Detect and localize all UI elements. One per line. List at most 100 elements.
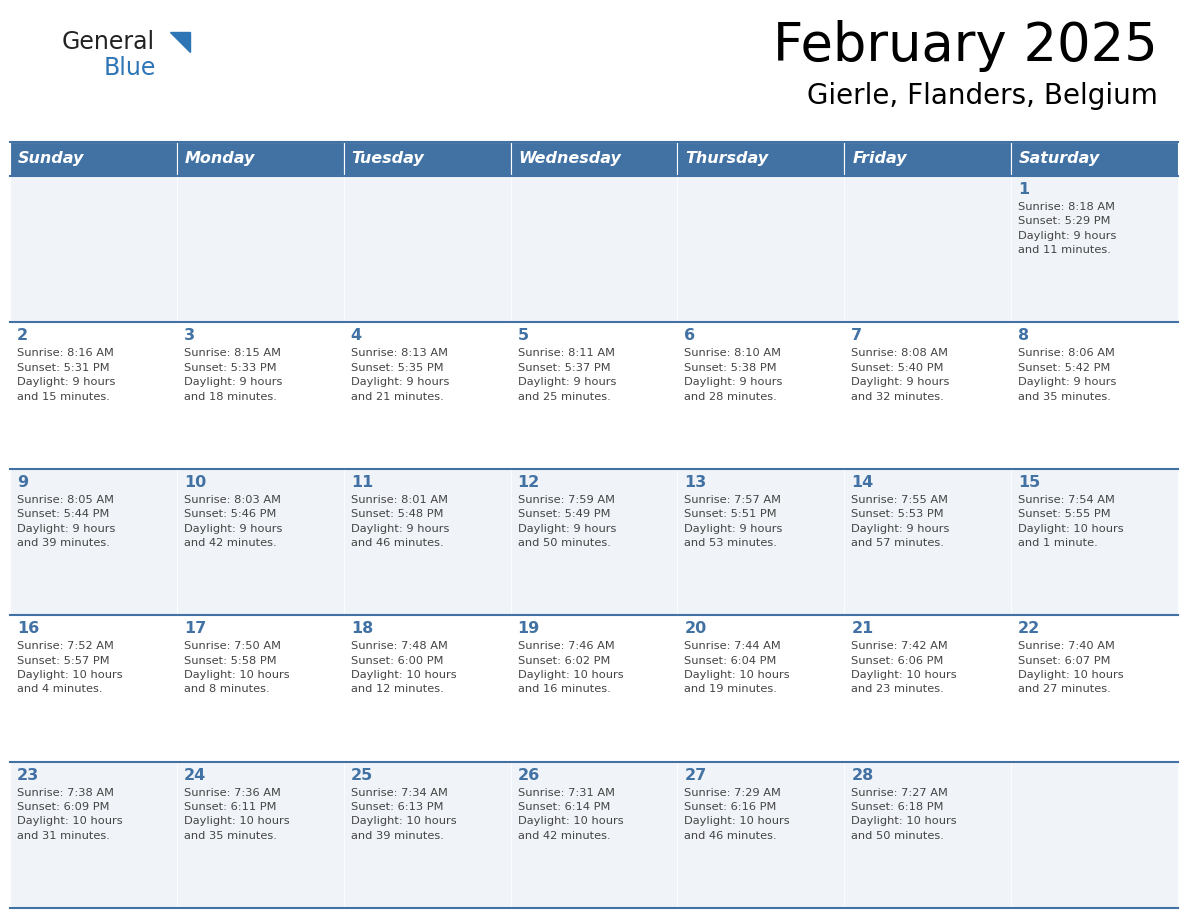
Bar <box>677 142 845 176</box>
Text: Saturday: Saturday <box>1019 151 1100 166</box>
Text: Sunrise: 7:50 AM
Sunset: 5:58 PM
Daylight: 10 hours
and 8 minutes.: Sunrise: 7:50 AM Sunset: 5:58 PM Dayligh… <box>184 641 290 694</box>
Bar <box>1011 176 1178 322</box>
Text: Sunrise: 8:03 AM
Sunset: 5:46 PM
Daylight: 9 hours
and 42 minutes.: Sunrise: 8:03 AM Sunset: 5:46 PM Dayligh… <box>184 495 283 548</box>
Text: Friday: Friday <box>852 151 906 166</box>
Bar <box>10 142 177 176</box>
Text: Sunrise: 8:11 AM
Sunset: 5:37 PM
Daylight: 9 hours
and 25 minutes.: Sunrise: 8:11 AM Sunset: 5:37 PM Dayligh… <box>518 349 615 401</box>
Bar <box>343 142 511 176</box>
Text: 26: 26 <box>518 767 539 783</box>
Bar <box>1011 615 1178 762</box>
Text: Sunrise: 7:55 AM
Sunset: 5:53 PM
Daylight: 9 hours
and 57 minutes.: Sunrise: 7:55 AM Sunset: 5:53 PM Dayligh… <box>852 495 949 548</box>
Bar <box>343 615 511 762</box>
Text: Gierle, Flanders, Belgium: Gierle, Flanders, Belgium <box>807 82 1158 110</box>
Bar <box>845 469 1011 615</box>
Bar <box>177 762 343 908</box>
Text: 16: 16 <box>17 621 39 636</box>
Text: 6: 6 <box>684 329 695 343</box>
Bar <box>10 322 177 469</box>
Text: 7: 7 <box>852 329 862 343</box>
Text: Thursday: Thursday <box>685 151 769 166</box>
Text: General: General <box>62 30 156 54</box>
Bar <box>511 176 677 322</box>
Text: Sunrise: 8:18 AM
Sunset: 5:29 PM
Daylight: 9 hours
and 11 minutes.: Sunrise: 8:18 AM Sunset: 5:29 PM Dayligh… <box>1018 202 1117 255</box>
Text: 11: 11 <box>350 475 373 490</box>
Bar <box>1011 142 1178 176</box>
Bar <box>177 469 343 615</box>
Text: Sunrise: 7:44 AM
Sunset: 6:04 PM
Daylight: 10 hours
and 19 minutes.: Sunrise: 7:44 AM Sunset: 6:04 PM Dayligh… <box>684 641 790 694</box>
Text: Sunrise: 8:05 AM
Sunset: 5:44 PM
Daylight: 9 hours
and 39 minutes.: Sunrise: 8:05 AM Sunset: 5:44 PM Dayligh… <box>17 495 115 548</box>
Bar <box>845 176 1011 322</box>
Text: Sunrise: 7:34 AM
Sunset: 6:13 PM
Daylight: 10 hours
and 39 minutes.: Sunrise: 7:34 AM Sunset: 6:13 PM Dayligh… <box>350 788 456 841</box>
Bar <box>1011 469 1178 615</box>
Text: Sunrise: 7:57 AM
Sunset: 5:51 PM
Daylight: 9 hours
and 53 minutes.: Sunrise: 7:57 AM Sunset: 5:51 PM Dayligh… <box>684 495 783 548</box>
Text: 18: 18 <box>350 621 373 636</box>
Text: 22: 22 <box>1018 621 1041 636</box>
Text: 13: 13 <box>684 475 707 490</box>
Bar <box>677 176 845 322</box>
Text: 3: 3 <box>184 329 195 343</box>
Text: 21: 21 <box>852 621 873 636</box>
Text: 28: 28 <box>852 767 873 783</box>
Bar <box>511 322 677 469</box>
Text: Sunrise: 7:40 AM
Sunset: 6:07 PM
Daylight: 10 hours
and 27 minutes.: Sunrise: 7:40 AM Sunset: 6:07 PM Dayligh… <box>1018 641 1124 694</box>
Text: Sunrise: 7:59 AM
Sunset: 5:49 PM
Daylight: 9 hours
and 50 minutes.: Sunrise: 7:59 AM Sunset: 5:49 PM Dayligh… <box>518 495 615 548</box>
Bar <box>845 762 1011 908</box>
Text: 27: 27 <box>684 767 707 783</box>
Bar <box>511 469 677 615</box>
Text: Sunrise: 7:31 AM
Sunset: 6:14 PM
Daylight: 10 hours
and 42 minutes.: Sunrise: 7:31 AM Sunset: 6:14 PM Dayligh… <box>518 788 624 841</box>
Text: Sunrise: 8:13 AM
Sunset: 5:35 PM
Daylight: 9 hours
and 21 minutes.: Sunrise: 8:13 AM Sunset: 5:35 PM Dayligh… <box>350 349 449 401</box>
Text: Sunrise: 8:10 AM
Sunset: 5:38 PM
Daylight: 9 hours
and 28 minutes.: Sunrise: 8:10 AM Sunset: 5:38 PM Dayligh… <box>684 349 783 401</box>
Text: 14: 14 <box>852 475 873 490</box>
Bar <box>511 615 677 762</box>
Bar <box>845 322 1011 469</box>
Text: Sunrise: 8:15 AM
Sunset: 5:33 PM
Daylight: 9 hours
and 18 minutes.: Sunrise: 8:15 AM Sunset: 5:33 PM Dayligh… <box>184 349 283 401</box>
Text: 9: 9 <box>17 475 29 490</box>
Bar <box>1011 762 1178 908</box>
Bar <box>10 615 177 762</box>
Text: Sunrise: 7:36 AM
Sunset: 6:11 PM
Daylight: 10 hours
and 35 minutes.: Sunrise: 7:36 AM Sunset: 6:11 PM Dayligh… <box>184 788 290 841</box>
Bar <box>343 469 511 615</box>
Text: Sunrise: 8:08 AM
Sunset: 5:40 PM
Daylight: 9 hours
and 32 minutes.: Sunrise: 8:08 AM Sunset: 5:40 PM Dayligh… <box>852 349 949 401</box>
Text: February 2025: February 2025 <box>773 20 1158 72</box>
Bar <box>10 176 177 322</box>
Text: Monday: Monday <box>185 151 255 166</box>
Text: 23: 23 <box>17 767 39 783</box>
Bar <box>1011 322 1178 469</box>
Text: Sunrise: 8:06 AM
Sunset: 5:42 PM
Daylight: 9 hours
and 35 minutes.: Sunrise: 8:06 AM Sunset: 5:42 PM Dayligh… <box>1018 349 1117 401</box>
Bar <box>845 142 1011 176</box>
Text: 20: 20 <box>684 621 707 636</box>
Text: Sunrise: 7:46 AM
Sunset: 6:02 PM
Daylight: 10 hours
and 16 minutes.: Sunrise: 7:46 AM Sunset: 6:02 PM Dayligh… <box>518 641 624 694</box>
Text: Sunday: Sunday <box>18 151 84 166</box>
Text: 12: 12 <box>518 475 539 490</box>
Bar <box>677 762 845 908</box>
Bar <box>177 142 343 176</box>
Text: Sunrise: 7:42 AM
Sunset: 6:06 PM
Daylight: 10 hours
and 23 minutes.: Sunrise: 7:42 AM Sunset: 6:06 PM Dayligh… <box>852 641 956 694</box>
Text: 17: 17 <box>184 621 206 636</box>
Text: Sunrise: 7:54 AM
Sunset: 5:55 PM
Daylight: 10 hours
and 1 minute.: Sunrise: 7:54 AM Sunset: 5:55 PM Dayligh… <box>1018 495 1124 548</box>
Text: 8: 8 <box>1018 329 1029 343</box>
Bar <box>177 615 343 762</box>
Bar <box>511 142 677 176</box>
Bar <box>177 322 343 469</box>
Text: 4: 4 <box>350 329 362 343</box>
Bar <box>845 615 1011 762</box>
Bar <box>677 615 845 762</box>
Text: 2: 2 <box>17 329 29 343</box>
Text: Tuesday: Tuesday <box>352 151 424 166</box>
Text: Sunrise: 7:29 AM
Sunset: 6:16 PM
Daylight: 10 hours
and 46 minutes.: Sunrise: 7:29 AM Sunset: 6:16 PM Dayligh… <box>684 788 790 841</box>
Text: 5: 5 <box>518 329 529 343</box>
Bar <box>10 762 177 908</box>
Bar <box>511 762 677 908</box>
Bar <box>343 322 511 469</box>
Bar <box>677 322 845 469</box>
Text: Blue: Blue <box>105 56 157 80</box>
Bar <box>343 762 511 908</box>
Text: 1: 1 <box>1018 182 1029 197</box>
Text: Wednesday: Wednesday <box>519 151 621 166</box>
Text: Sunrise: 7:52 AM
Sunset: 5:57 PM
Daylight: 10 hours
and 4 minutes.: Sunrise: 7:52 AM Sunset: 5:57 PM Dayligh… <box>17 641 122 694</box>
Text: Sunrise: 7:48 AM
Sunset: 6:00 PM
Daylight: 10 hours
and 12 minutes.: Sunrise: 7:48 AM Sunset: 6:00 PM Dayligh… <box>350 641 456 694</box>
Text: 25: 25 <box>350 767 373 783</box>
Text: Sunrise: 8:16 AM
Sunset: 5:31 PM
Daylight: 9 hours
and 15 minutes.: Sunrise: 8:16 AM Sunset: 5:31 PM Dayligh… <box>17 349 115 401</box>
Bar <box>677 469 845 615</box>
Text: 24: 24 <box>184 767 206 783</box>
